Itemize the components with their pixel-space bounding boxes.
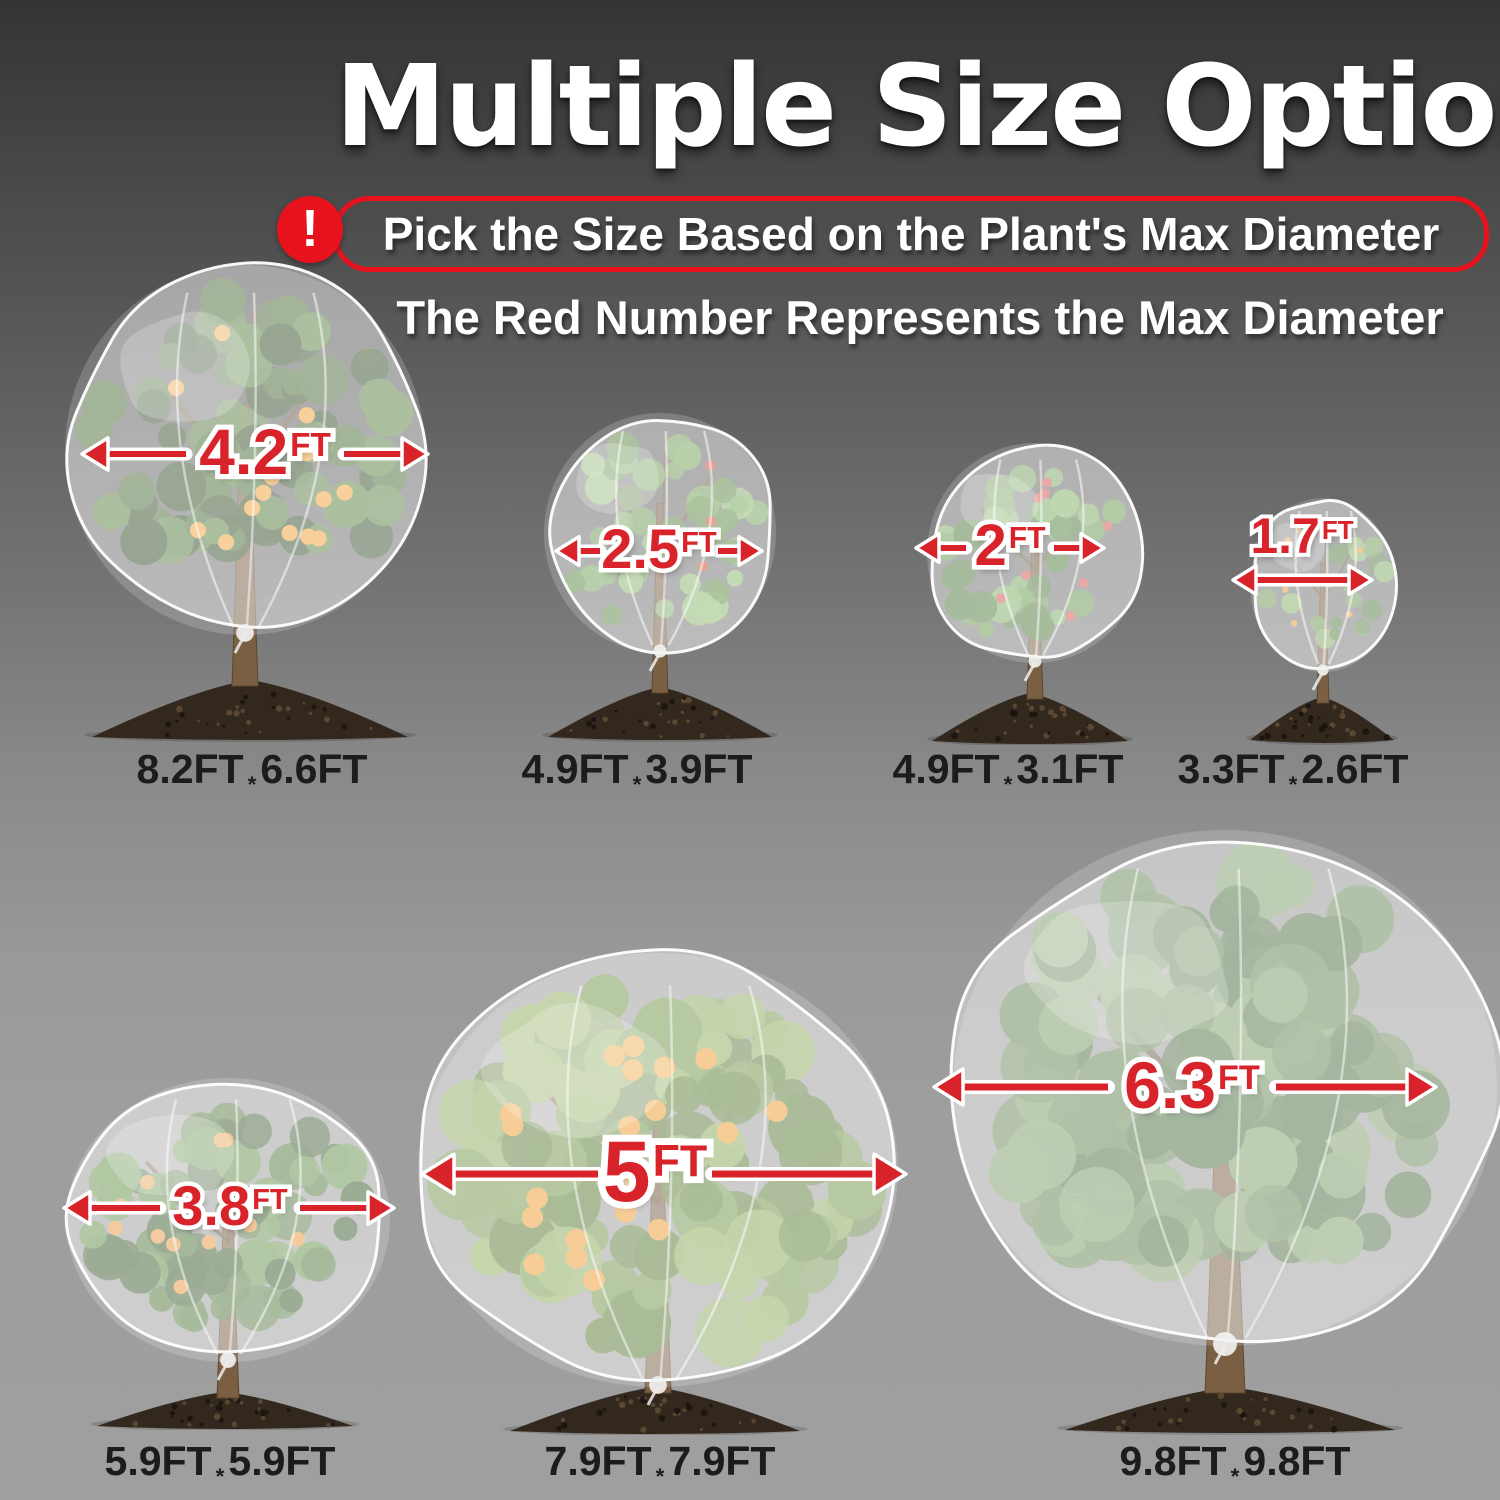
plant-figure-5	[50, 1070, 400, 1430]
diameter-measurement-7: 6.3FT 6.3FT	[1119, 1047, 1265, 1124]
exclamation-icon: !	[277, 196, 343, 263]
size-label-1: 8.2FT *6.6FT	[136, 746, 368, 797]
plant-figure-6	[405, 945, 915, 1435]
diameter-measurement-6: 5FT 5FT	[596, 1122, 714, 1222]
diameter-measurement-4: 1.7FT 1.7FT	[1246, 507, 1357, 565]
plant-figure-1	[55, 255, 435, 745]
plant-illustration-5	[64, 1078, 390, 1430]
size-label-3: 4.9FT *3.1FT	[892, 746, 1124, 797]
plant-figure-3	[915, 435, 1155, 745]
diameter-measurement-1: 4.2FT 4.2FT	[194, 415, 336, 489]
plant-illustration-2	[542, 413, 778, 742]
plant-figure-7	[930, 820, 1500, 1435]
size-label-5: 5.9FT *5.9FT	[104, 1438, 336, 1489]
warning-banner: Pick the Size Based on the Plant's Max D…	[333, 196, 1489, 272]
size-label-2: 4.9FT *3.9FT	[521, 746, 753, 797]
plant-illustration-3	[927, 443, 1145, 745]
size-label-4: 3.3FT *2.6FT	[1177, 746, 1409, 797]
plant-illustration-1	[65, 261, 428, 742]
plant-illustration-7	[949, 830, 1500, 1435]
diameter-measurement-3: 2FT 2FT	[970, 512, 1050, 579]
plant-figure-2	[540, 405, 790, 745]
banner-text: Pick the Size Based on the Plant's Max D…	[382, 208, 1440, 260]
page-title: Multiple Size Options	[335, 42, 1500, 172]
diameter-measurement-5: 3.8FT 3.8FT	[168, 1173, 292, 1238]
size-label-6: 7.9FT *7.9FT	[544, 1438, 776, 1489]
size-label-7: 9.8FT *9.8FT	[1119, 1438, 1351, 1489]
diameter-measurement-2: 2.5FT 2.5FT	[597, 516, 721, 581]
subtitle: The Red Number Represents the Max Diamet…	[396, 291, 1444, 344]
plant-illustration-6	[418, 948, 898, 1435]
